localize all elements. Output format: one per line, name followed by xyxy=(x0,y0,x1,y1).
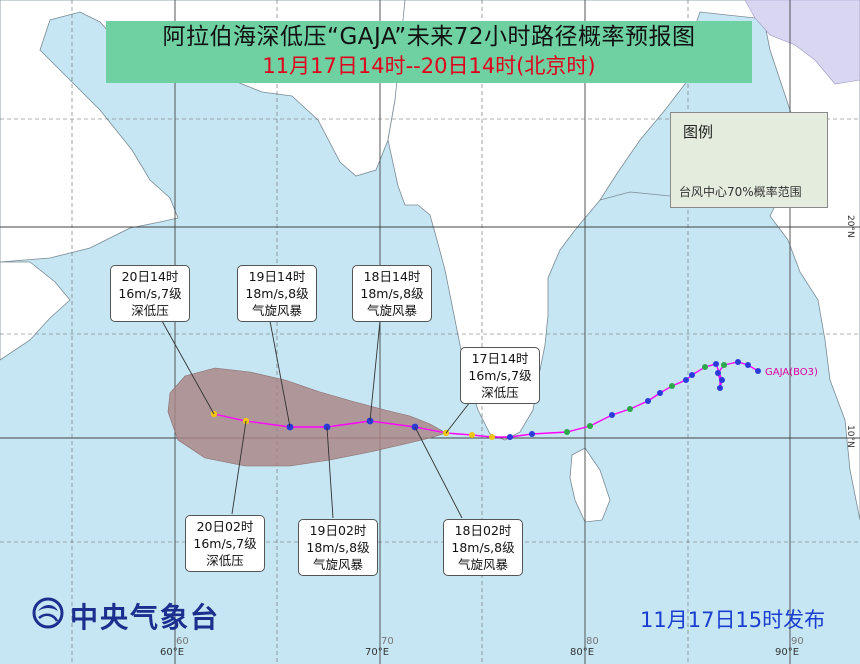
map-subtitle: 11月17日14时--20日14时(北京时) xyxy=(262,54,596,78)
observed-point xyxy=(587,423,593,429)
observed-point xyxy=(657,390,663,396)
observed-point xyxy=(507,434,513,440)
observed-point xyxy=(755,368,761,374)
callout-time: 19日14时 xyxy=(248,269,306,284)
callout-wind: 16m/s,7级 xyxy=(193,536,257,551)
callout-20d14: 20日14时 16m/s,7级 深低压 xyxy=(110,265,190,322)
callout-leaders xyxy=(161,320,471,519)
observed-point xyxy=(529,431,535,437)
myanmar-landmass xyxy=(759,0,860,521)
callout-18d02: 18日02时 18m/s,8级 气旋风暴 xyxy=(443,519,523,576)
callout-18d14: 18日14时 18m/s,8级 气旋风暴 xyxy=(352,265,432,322)
callout-17d14: 17日14时 16m/s,7级 深低压 xyxy=(460,347,540,404)
title-banner: 阿拉伯海深低压“GAJA”未来72小时路径概率预报图 11月17日14时--20… xyxy=(106,21,752,83)
callout-time: 19日02时 xyxy=(309,523,367,538)
observed-positions xyxy=(469,359,761,440)
legend-title: 图例 xyxy=(683,123,714,141)
observed-point xyxy=(717,385,723,391)
callout-wind: 18m/s,8级 xyxy=(306,540,370,555)
observed-point xyxy=(683,377,689,383)
callout-wind: 16m/s,7级 xyxy=(118,286,182,301)
callout-category: 气旋风暴 xyxy=(312,557,363,572)
observed-point xyxy=(689,372,695,378)
observed-point xyxy=(745,362,751,368)
callout-wind: 16m/s,7级 xyxy=(468,368,532,383)
observed-point xyxy=(669,383,675,389)
observed-point xyxy=(489,434,495,440)
legend-box: 图例 台风中心70%概率范围 xyxy=(670,112,828,208)
lon-inner-label: 60 xyxy=(176,636,189,647)
lon-inner-label: 70 xyxy=(381,636,394,647)
lat-label: 20°N xyxy=(845,215,855,238)
map-title: 阿拉伯海深低压“GAJA”未来72小时路径概率预报图 xyxy=(162,24,696,50)
issue-time: 11月17日15时发布 xyxy=(640,608,826,632)
callout-category: 气旋风暴 xyxy=(366,303,417,318)
observed-point xyxy=(721,362,727,368)
observed-point xyxy=(609,412,615,418)
lon-inner-label: 80 xyxy=(586,636,599,647)
callout-time: 20日14时 xyxy=(121,269,179,284)
callout-time: 20日02时 xyxy=(196,519,254,534)
callout-19d14: 19日14时 18m/s,8级 气旋风暴 xyxy=(237,265,317,322)
horn-of-africa xyxy=(0,261,71,361)
callout-category: 气旋风暴 xyxy=(251,303,302,318)
callout-time: 18日02时 xyxy=(454,523,512,538)
observed-point xyxy=(564,429,570,435)
probability-cone xyxy=(167,367,447,467)
callout-category: 深低压 xyxy=(481,385,519,400)
callout-wind: 18m/s,8级 xyxy=(451,540,515,555)
callout-category: 深低压 xyxy=(206,553,244,568)
lat-label: 10°N xyxy=(845,425,855,448)
callout-wind: 18m/s,8级 xyxy=(245,286,309,301)
lon-label: 70°E xyxy=(365,647,390,658)
observed-point xyxy=(645,398,651,404)
agency-name: 中央气象台 xyxy=(70,601,221,634)
observed-point xyxy=(715,370,721,376)
lon-label: 90°E xyxy=(775,647,800,658)
observed-point xyxy=(735,359,741,365)
observed-point xyxy=(719,377,725,383)
india-landmass xyxy=(387,0,761,441)
lon-label: 80°E xyxy=(570,647,595,658)
callout-20d02: 20日02时 16m/s,7级 深低压 xyxy=(185,515,265,572)
tibet-plateau xyxy=(744,0,860,85)
lon-inner-label: 90 xyxy=(791,636,804,647)
storm-id-label: GAJA(BO3) xyxy=(765,367,818,378)
sri-lanka xyxy=(569,447,611,523)
callout-time: 17日14时 xyxy=(471,351,529,366)
callout-category: 深低压 xyxy=(131,303,169,318)
callout-wind: 18m/s,8级 xyxy=(360,286,424,301)
observed-point xyxy=(702,364,708,370)
callout-category: 气旋风暴 xyxy=(457,557,508,572)
observed-point xyxy=(627,406,633,412)
observed-point xyxy=(713,361,719,367)
agency-logo-mark xyxy=(32,597,64,629)
legend-item-label: 台风中心70%概率范围 xyxy=(679,185,802,199)
callout-19d02: 19日02时 18m/s,8级 气旋风暴 xyxy=(298,519,378,576)
observed-point xyxy=(469,432,475,438)
callout-time: 18日14时 xyxy=(363,269,421,284)
lon-label: 60°E xyxy=(160,647,185,658)
